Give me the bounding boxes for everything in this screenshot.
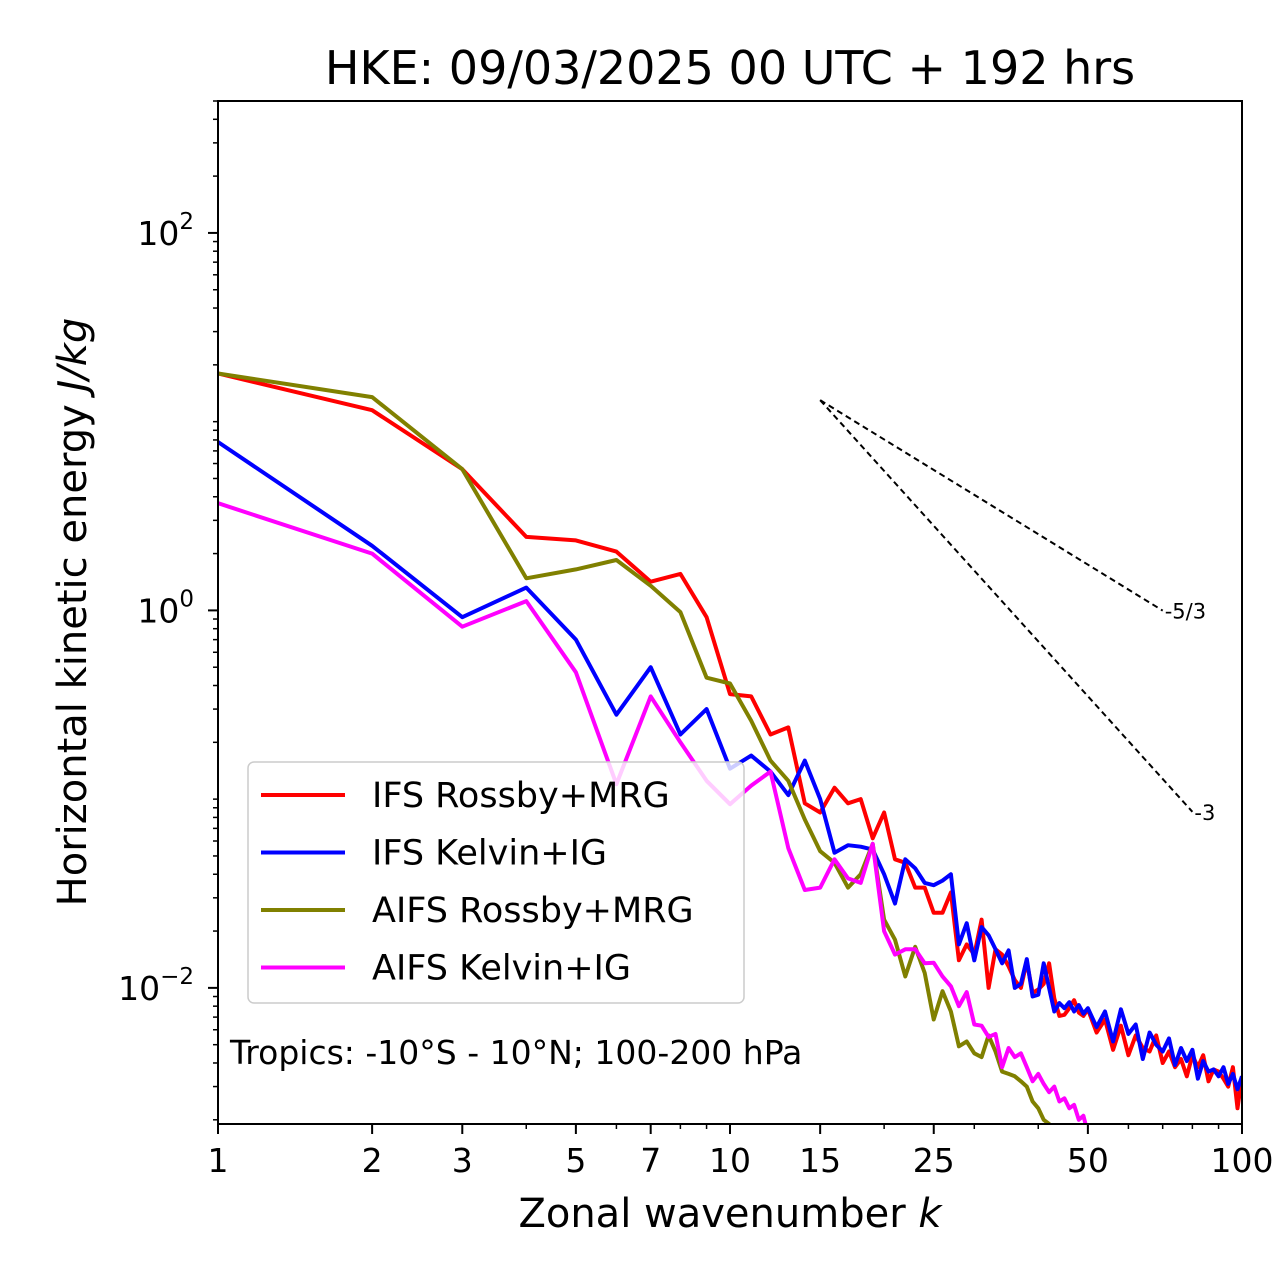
x-tick-label: 1 bbox=[208, 1141, 229, 1180]
y-axis-label-unit: J/kg bbox=[50, 318, 96, 399]
x-tick-label: 5 bbox=[565, 1141, 586, 1180]
x-tick-label: 50 bbox=[1067, 1141, 1109, 1180]
x-axis-ticks: 1 2 3 5 7 10 15 25 50 100 bbox=[208, 1124, 1274, 1180]
legend-label-0: IFS Rossby+MRG bbox=[372, 776, 670, 816]
legend-box bbox=[247, 761, 745, 1004]
legend-label-2: AIFS Rossby+MRG bbox=[372, 891, 694, 931]
region-annotation: Tropics: -10°S - 10°N; 100-200 hPa bbox=[229, 1033, 802, 1072]
y-tick-label: 10−2 bbox=[118, 964, 194, 1008]
y-tick-label: 100 bbox=[137, 586, 194, 630]
x-tick-label: 7 bbox=[640, 1141, 661, 1180]
slope-label-1: -3 bbox=[1194, 801, 1215, 825]
chart-title: HKE: 09/03/2025 00 UTC + 192 hrs bbox=[325, 41, 1135, 95]
y-tick-label: 102 bbox=[137, 209, 194, 253]
x-tick-label: 25 bbox=[913, 1141, 955, 1180]
x-tick-label: 100 bbox=[1211, 1141, 1274, 1180]
series-line-1 bbox=[218, 440, 1242, 1092]
x-tick-label: 3 bbox=[452, 1141, 473, 1180]
y-axis-ticks: 102 100 10−2 bbox=[118, 100, 218, 1121]
legend-label-1: IFS Kelvin+IG bbox=[372, 834, 607, 874]
slope-line-0 bbox=[819, 399, 1164, 612]
x-tick-label: 2 bbox=[362, 1141, 383, 1180]
x-axis-label-text: Zonal wavenumber bbox=[518, 1191, 906, 1237]
x-tick-label: 10 bbox=[709, 1141, 751, 1180]
x-axis-label-var: k bbox=[918, 1191, 943, 1237]
x-tick-label: 15 bbox=[799, 1141, 841, 1180]
legend-items: IFS Rossby+MRG IFS Kelvin+IG AIFS Rossby+M… bbox=[261, 776, 694, 989]
reference-slopes: -5/3 -3 bbox=[819, 399, 1215, 825]
y-axis-label: Horizontal kinetic energy J/kg bbox=[50, 318, 96, 907]
slope-label-0: -5/3 bbox=[1165, 600, 1206, 624]
legend-label-3: AIFS Kelvin+IG bbox=[372, 949, 631, 989]
legend: IFS Rossby+MRG IFS Kelvin+IG AIFS Rossby+M… bbox=[247, 761, 745, 1004]
y-axis-label-text: Horizontal kinetic energy bbox=[50, 404, 96, 906]
x-axis-label: Zonal wavenumber k bbox=[518, 1191, 943, 1237]
slope-line-1 bbox=[819, 399, 1194, 813]
